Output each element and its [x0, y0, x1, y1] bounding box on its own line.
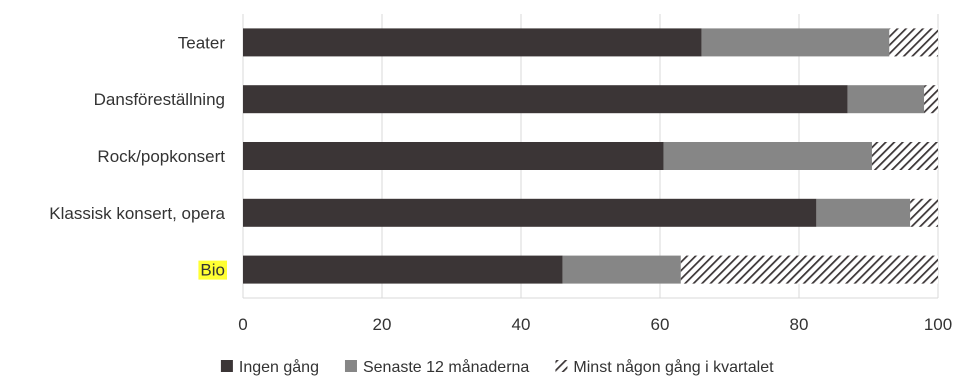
x-tick-label-80: 80: [790, 315, 809, 334]
x-tick-label-20: 20: [373, 315, 392, 334]
bar-3-1: [889, 28, 938, 57]
x-tick-label-60: 60: [651, 315, 670, 334]
bar-2-2: [847, 85, 925, 114]
category-label-5: Bio: [200, 261, 225, 280]
category-label-1: Teater: [178, 33, 226, 52]
bar-2-1: [701, 28, 890, 57]
x-tick-label-100: 100: [924, 315, 952, 334]
legend-label-2: Senaste 12 månaderna: [363, 358, 529, 376]
legend-swatch-2: [344, 360, 357, 372]
legend: Ingen gång Senaste 12 månaderna Minst någo…: [220, 358, 774, 376]
legend-label-3: Minst någon gång i kvartalet: [573, 358, 774, 376]
legend-label-1: Ingen gång: [239, 358, 319, 376]
bar-1-2: [243, 85, 848, 114]
bar-2-4: [816, 198, 911, 227]
bar-2-3: [663, 142, 872, 170]
x-axis-ticks: 0 20 40 60 80 100: [238, 315, 952, 334]
legend-swatch-3: [555, 360, 568, 372]
legend-swatch-1: [220, 360, 233, 372]
bar-3-3: [871, 142, 938, 170]
category-label-4: Klassisk konsert, opera: [49, 204, 225, 223]
category-label-2: Dansföreställning: [94, 90, 225, 109]
bar-1-5: [243, 255, 563, 284]
category-labels: Teater Dansföreställning Rock/popkonsert Kl…: [49, 33, 227, 280]
highlight-marker: [198, 260, 227, 280]
bar-3-2: [924, 85, 938, 114]
category-label-3: Rock/popkonsert: [97, 147, 225, 166]
bar-3-4: [910, 198, 938, 227]
bar-3-5: [680, 255, 938, 284]
x-tick-label-40: 40: [512, 315, 531, 334]
bar-2-5: [562, 255, 681, 284]
bar-1-3: [243, 142, 664, 170]
bars: [243, 28, 938, 284]
bar-1-1: [243, 28, 702, 57]
bar-1-4: [243, 198, 817, 227]
x-tick-label-0: 0: [238, 315, 247, 334]
